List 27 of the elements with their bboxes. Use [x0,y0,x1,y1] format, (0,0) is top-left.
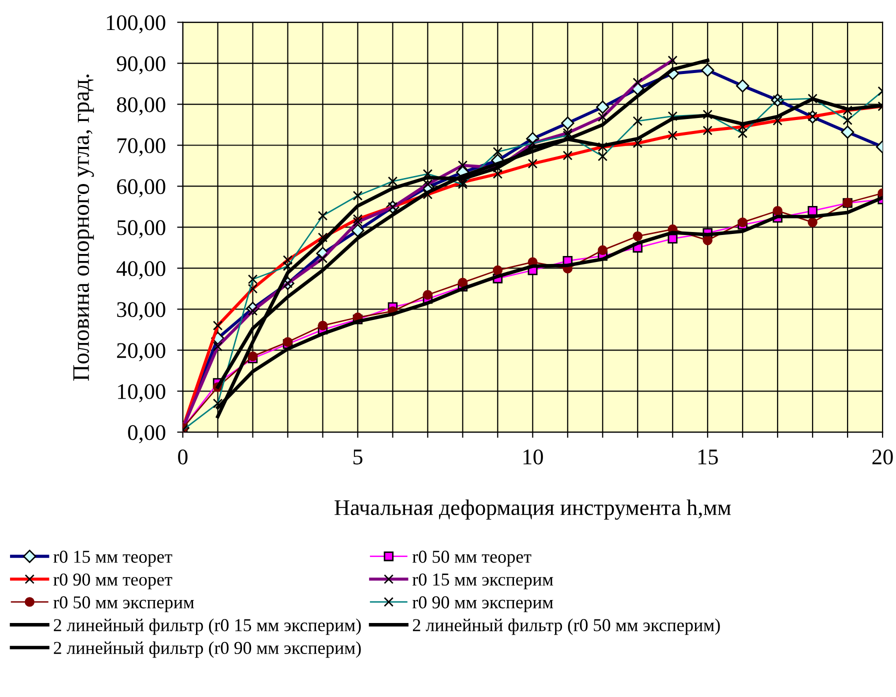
legend-label: r0 15 мм теорет [53,550,172,566]
legend-label: r0 50 мм эксперим [53,596,194,612]
x-tick-label: 5 [353,450,362,464]
legend-label: r0 15 мм эксперим [412,573,554,590]
y-tick-label: 10,00 [118,384,166,402]
y-tick-label: 40,00 [116,261,166,280]
legend-label: r0 90 мм теорет [53,573,172,590]
y-tick-label: 0,00 [128,425,166,444]
y-tick-label: 70,00 [118,138,166,156]
y-tick-label: 60,00 [117,179,166,198]
y-tick-label: 20,00 [117,343,166,362]
x-tick-label: 10 [524,449,543,464]
y-tick-label: 100,00 [106,15,166,34]
y-tick-label: 90,00 [116,56,166,74]
x-tick-label: 20 [872,449,893,464]
legend-label: r0 50 мм теорет [412,550,532,566]
y-tick-label: 30,00 [117,302,166,320]
x-axis-title: Начальная деформация инструмента h,мм [334,500,731,520]
legend-label: r0 90 мм эксперим [412,596,554,612]
legend-label: 2 линейный фильтр (r0 15 мм эксперим) [54,618,361,635]
y-tick-label: 80,00 [116,97,166,116]
x-tick-label: 15 [698,450,718,464]
x-tick-label: 0 [178,449,188,464]
legend-label: 2 линейный фильтр (r0 90 мм эксперим) [54,641,361,658]
y-tick-label: 50,00 [117,220,166,238]
y-axis-title: Половина опорного угла, град. [73,74,94,381]
legend-label: 2 линейный фильтр (r0 50 мм эксперим) [412,618,720,635]
